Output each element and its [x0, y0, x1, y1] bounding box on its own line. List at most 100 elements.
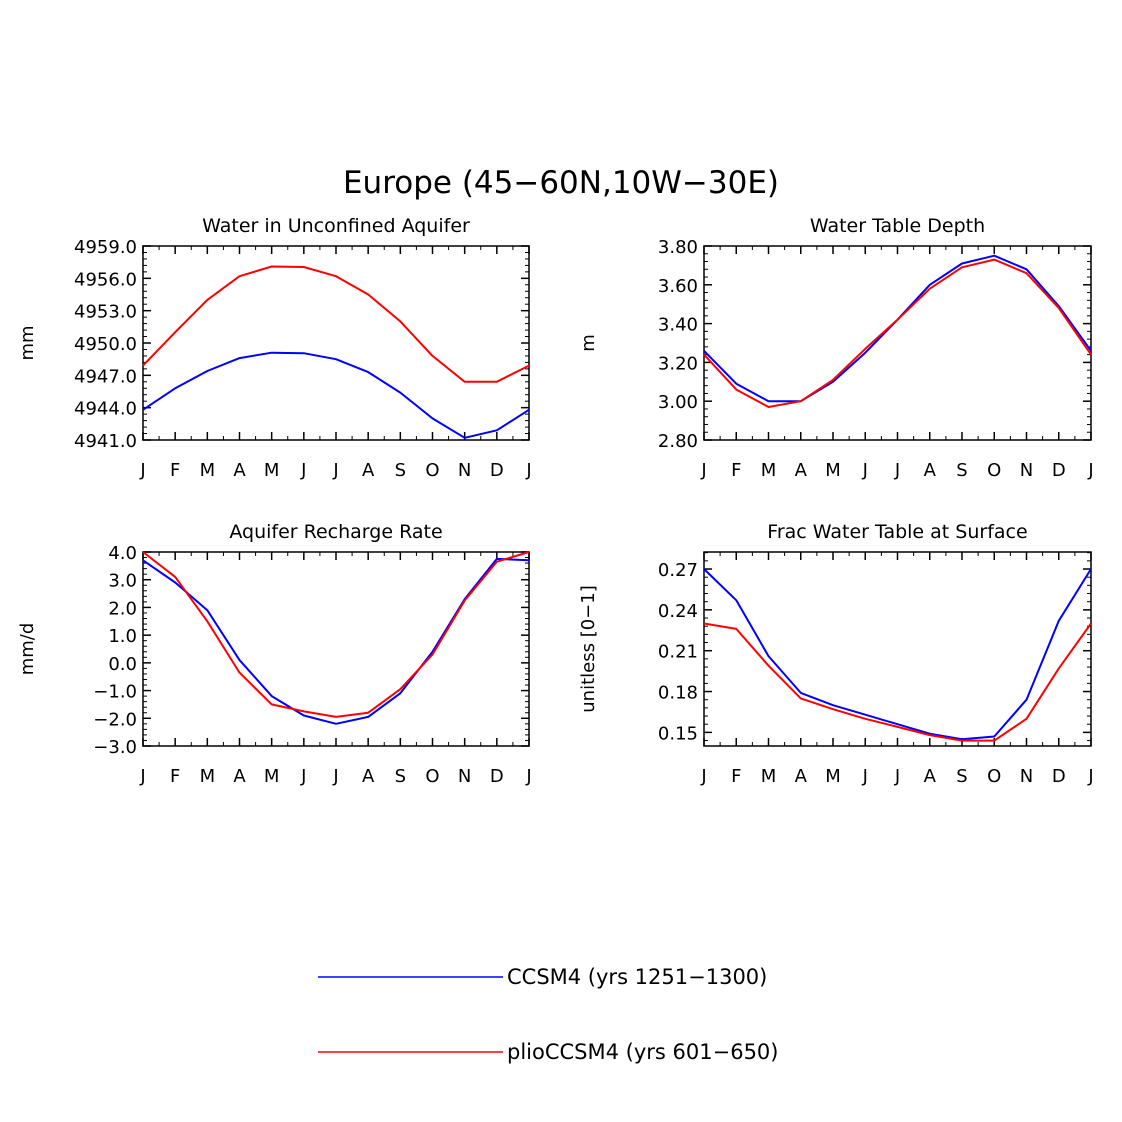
y-tick-label: 4941.0: [74, 431, 137, 452]
y-tick-label: 0.24: [658, 601, 698, 622]
series-line-ccsm4: [142, 351, 530, 439]
legend-label-plioccsm4: plioCCSM4 (yrs 601−650): [507, 1040, 778, 1064]
x-tick-label: D: [490, 460, 504, 481]
y-tick-label: 0.0: [108, 654, 137, 675]
panel-aquifer-recharge-rate: J F M A M J J A S O N D J−3.0−2.0−1.00.01.02.03.04.0…: [17, 521, 532, 787]
x-tick-label: J: [332, 766, 338, 787]
x-tick-label: D: [490, 766, 504, 787]
x-tick-label: M: [825, 766, 841, 787]
x-tick-label: A: [362, 460, 375, 481]
y-tick-label: 0.18: [658, 683, 698, 704]
x-tick-label: J: [525, 766, 531, 787]
y-tick-label: 3.20: [658, 353, 698, 374]
x-tick-label: J: [300, 460, 306, 481]
x-tick-label: A: [924, 460, 937, 481]
x-tick-label: N: [458, 766, 471, 787]
x-tick-label: S: [395, 766, 406, 787]
x-tick-label: M: [761, 460, 777, 481]
x-tick-label: M: [264, 766, 280, 787]
y-tick-label: 4953.0: [74, 302, 137, 323]
y-tick-label: 4959.0: [74, 237, 137, 258]
x-tick-label: J: [862, 766, 868, 787]
x-tick-label: M: [200, 766, 216, 787]
x-tick-label: A: [233, 460, 246, 481]
x-tick-label: M: [264, 460, 280, 481]
y-axis-label: mm: [17, 325, 38, 360]
x-tick-label: F: [731, 460, 741, 481]
x-tick-label: F: [170, 766, 180, 787]
series-line-plioccsm4: [142, 265, 530, 383]
panel-water-in-unconfined-aquifer: J F M A M J J A S O N D J4941.04944.04947.04950.0495…: [17, 215, 532, 481]
panel-water-table-depth: J F M A M J J A S O N D J2.803.003.203.403.603.80Wat…: [578, 215, 1094, 481]
series-line-ccsm4: [703, 568, 1092, 741]
y-tick-label: 4956.0: [74, 269, 137, 290]
x-tick-label: M: [825, 460, 841, 481]
x-tick-label: D: [1052, 460, 1066, 481]
panel-title: Aquifer Recharge Rate: [229, 521, 442, 543]
panel-title: Frac Water Table at Surface: [767, 521, 1027, 543]
x-tick-label: S: [956, 460, 967, 481]
x-tick-label: F: [170, 460, 180, 481]
figure-title: Europe (45−60N,10W−30E): [343, 165, 779, 201]
y-tick-label: 3.60: [658, 276, 698, 297]
x-tick-label: D: [1052, 766, 1066, 787]
y-tick-label: 0.21: [658, 642, 698, 663]
panel-title: Water Table Depth: [810, 215, 985, 237]
x-tick-label: S: [395, 460, 406, 481]
x-tick-label: J: [894, 460, 900, 481]
y-axis-label: m: [578, 334, 599, 352]
y-tick-label: 4.0: [108, 543, 137, 564]
y-tick-label: −3.0: [93, 737, 137, 758]
x-tick-label: J: [300, 766, 306, 787]
x-tick-label: N: [1020, 460, 1033, 481]
y-tick-label: 2.80: [658, 431, 698, 452]
y-axis-label: unitless [0−1]: [578, 585, 599, 712]
y-tick-label: 0.27: [658, 560, 698, 581]
y-tick-label: 2.0: [108, 598, 137, 619]
x-tick-label: J: [525, 460, 531, 481]
x-tick-label: J: [894, 766, 900, 787]
y-tick-label: 1.0: [108, 626, 137, 647]
y-tick-label: −1.0: [93, 682, 137, 703]
y-tick-label: 4947.0: [74, 366, 137, 387]
x-tick-label: M: [761, 766, 777, 787]
x-tick-label: S: [956, 766, 967, 787]
x-tick-label: J: [1087, 766, 1093, 787]
x-tick-label: A: [924, 766, 937, 787]
x-tick-label: A: [233, 766, 246, 787]
y-tick-label: 3.80: [658, 237, 698, 258]
y-axis-label: mm/d: [17, 623, 38, 676]
x-tick-label: J: [139, 766, 145, 787]
x-tick-label: N: [458, 460, 471, 481]
series-line-plioccsm4: [142, 551, 530, 718]
x-tick-label: J: [862, 460, 868, 481]
x-tick-label: J: [139, 460, 145, 481]
y-tick-label: 3.40: [658, 315, 698, 336]
x-tick-label: N: [1020, 766, 1033, 787]
x-tick-label: M: [200, 460, 216, 481]
y-tick-label: −2.0: [93, 709, 137, 730]
legend-label-ccsm4: CCSM4 (yrs 1251−1300): [507, 965, 767, 989]
y-tick-label: 4950.0: [74, 334, 137, 355]
x-tick-label: O: [425, 766, 439, 787]
y-tick-label: 4944.0: [74, 399, 137, 420]
series-line-plioccsm4: [703, 622, 1092, 742]
panel-title: Water in Unconfined Aquifer: [202, 215, 470, 237]
x-tick-label: A: [795, 766, 808, 787]
x-tick-label: J: [700, 766, 706, 787]
y-tick-label: 3.00: [658, 392, 698, 413]
x-tick-label: J: [1087, 460, 1093, 481]
x-tick-label: A: [795, 460, 808, 481]
x-tick-label: J: [700, 460, 706, 481]
x-tick-label: J: [332, 460, 338, 481]
y-tick-label: 0.15: [658, 723, 698, 744]
x-tick-label: O: [425, 460, 439, 481]
legend: CCSM4 (yrs 1251−1300) plioCCSM4 (yrs 601…: [318, 965, 778, 1064]
x-tick-label: O: [987, 766, 1001, 787]
x-tick-label: F: [731, 766, 741, 787]
x-tick-label: A: [362, 766, 375, 787]
x-tick-label: O: [987, 460, 1001, 481]
